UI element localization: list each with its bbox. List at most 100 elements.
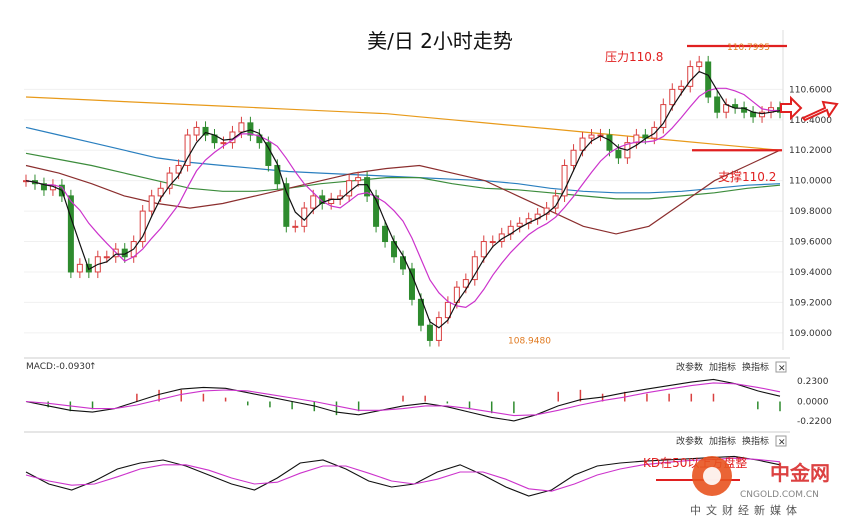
- candle-body: [615, 149, 622, 159]
- candle-body: [480, 241, 487, 258]
- kd-d-line: [25, 457, 781, 492]
- ma-line-3: [25, 152, 781, 200]
- support-label: 支撑110.2: [718, 169, 776, 184]
- macd-close-box[interactable]: [775, 361, 787, 373]
- price-tick-label: 109.2000: [789, 298, 832, 308]
- macd-add-indicator-button[interactable]: 加指标: [709, 361, 736, 373]
- watermark-domain: CNGOLD.COM.CN: [740, 490, 819, 500]
- candle-body: [193, 126, 200, 136]
- candle-body: [408, 268, 415, 300]
- candle-body: [660, 104, 667, 128]
- ma-line-1: [25, 96, 781, 151]
- macd-tick-label: 0.2300: [797, 377, 829, 387]
- price-grid: [24, 88, 783, 334]
- macd-tick-label: -0.2200: [797, 417, 832, 427]
- candle-body: [310, 195, 317, 209]
- low-price-label: 108.9480: [508, 337, 551, 347]
- kd-add-indicator-button[interactable]: 加指标: [709, 435, 736, 447]
- candle-body: [292, 225, 299, 228]
- candle-body: [40, 183, 47, 191]
- candle-body: [220, 142, 227, 145]
- candle-body: [696, 61, 703, 68]
- price-tick-label: 109.6000: [789, 238, 832, 248]
- kd-close-icon[interactable]: ✕: [778, 438, 786, 448]
- price-direction-arrows: [780, 95, 839, 122]
- ma-line-2: [25, 126, 781, 194]
- macd-params-button[interactable]: 改参数: [676, 361, 703, 373]
- candle-body: [247, 122, 254, 136]
- candle-body: [373, 195, 380, 227]
- candle-body: [516, 222, 523, 227]
- kd-toolbar: 改参数 加指标 换指标 ✕: [676, 435, 787, 448]
- price-tick-label: 109.4000: [789, 268, 832, 278]
- kd-k-line: [25, 455, 781, 497]
- candle-body: [714, 96, 721, 113]
- candle-body: [435, 317, 442, 341]
- candle-body: [570, 149, 577, 166]
- candle-body: [238, 122, 245, 133]
- macd-tick-label: 0.0000: [797, 398, 829, 408]
- watermark-brand: 中金网: [770, 461, 830, 485]
- candle-body: [426, 324, 433, 341]
- kd-close-box[interactable]: [775, 435, 787, 447]
- candle-body: [355, 177, 362, 182]
- price-axis: 110.6000 110.4000 110.2000 110.0000 109.8000…: [789, 85, 832, 338]
- macd-dea-line: [25, 382, 781, 417]
- macd-histogram: [47, 389, 781, 416]
- candle-body: [256, 134, 263, 144]
- chart-title: 美/日 2小时走势: [367, 29, 513, 53]
- price-tick-label: 110.6000: [789, 85, 832, 95]
- candle-body: [462, 279, 469, 288]
- candle-body: [265, 142, 272, 166]
- candle-body: [76, 263, 83, 273]
- watermark: 中金网 CNGOLD.COM.CN 中文财经新媒体: [690, 456, 830, 517]
- candle-body: [301, 207, 308, 227]
- candle-body: [364, 177, 371, 197]
- macd-label: MACD:-0.0930: [26, 362, 91, 372]
- price-series: [23, 55, 783, 347]
- candle-body: [471, 256, 478, 281]
- candle-body: [678, 85, 685, 90]
- candle-body: [283, 183, 290, 227]
- candle-body: [606, 134, 613, 151]
- candle-body: [489, 241, 496, 244]
- candle-body: [579, 137, 586, 151]
- candle-body: [561, 164, 568, 197]
- macd-axis: 0.2300 0.0000 -0.2200: [797, 377, 832, 427]
- price-tick-label: 109.8000: [789, 207, 832, 217]
- candle-body: [669, 88, 676, 106]
- macd-toolbar: 改参数 加指标 换指标 ✕: [676, 361, 787, 374]
- candle-body: [588, 134, 595, 139]
- candle-body: [346, 180, 353, 197]
- candle-body: [103, 256, 110, 259]
- watermark-logo-inner-icon: [703, 467, 721, 485]
- candle-body: [184, 134, 191, 166]
- right-arrow-icon: [780, 95, 803, 121]
- price-tick-label: 110.4000: [789, 116, 832, 126]
- macd-switch-indicator-button[interactable]: 换指标: [742, 361, 769, 373]
- kd-params-button[interactable]: 改参数: [676, 435, 703, 447]
- candle-body: [382, 225, 389, 243]
- up-right-arrow-icon: [801, 100, 839, 122]
- candle-body: [148, 195, 155, 212]
- price-tick-label: 110.0000: [789, 177, 832, 187]
- price-tick-label: 110.2000: [789, 146, 832, 156]
- candle-body: [175, 164, 182, 174]
- short-ma-line: [25, 87, 780, 309]
- candle-body: [633, 134, 640, 144]
- macd-up-arrow-icon: ↑: [89, 362, 97, 372]
- resistance-label: 压力110.8: [605, 50, 663, 64]
- candle-body: [166, 172, 173, 189]
- candle-body: [759, 111, 766, 118]
- price-tick-label: 109.0000: [789, 329, 832, 339]
- candle-body: [687, 66, 694, 87]
- kd-switch-indicator-button[interactable]: 换指标: [742, 435, 769, 447]
- high-price-label: 110.7995: [727, 43, 770, 53]
- macd-close-icon[interactable]: ✕: [778, 364, 786, 374]
- candle-body: [67, 195, 74, 273]
- macd-dif-line: [25, 378, 781, 422]
- candle-body: [202, 126, 209, 136]
- watermark-slogan: 中文财经新媒体: [690, 503, 802, 517]
